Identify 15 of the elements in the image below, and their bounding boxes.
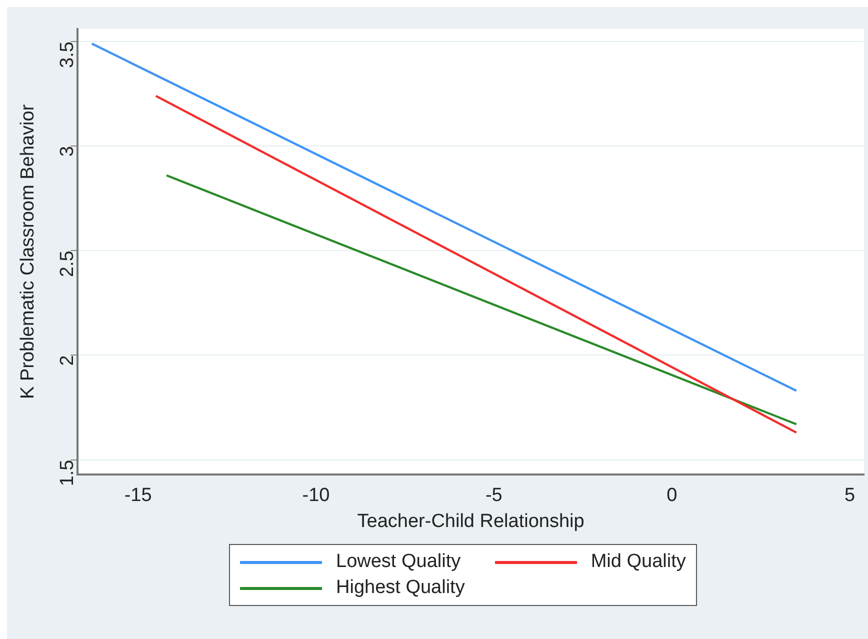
x-tick-label: 5 [844,485,856,506]
y-tick-label: 1.5 [56,460,78,486]
y-tick-label: 2 [56,355,78,366]
y-tick-label: 3.5 [56,42,78,68]
x-axis-title: Teacher-Child Relationship [357,510,584,532]
y-tick-label: 3 [56,146,78,157]
x-tick-label: -5 [485,485,502,506]
legend-label: Mid Quality [590,551,686,573]
x-tick-label: -15 [124,485,152,506]
legend-label: Lowest Quality [336,551,461,573]
legend-label: Highest Quality [336,577,465,599]
y-tick-label: 2.5 [56,250,78,278]
x-tick-label: -10 [302,485,330,506]
x-tick-label: 0 [666,485,678,506]
y-axis-title: K Problematic Classroom Behavior [18,104,39,400]
